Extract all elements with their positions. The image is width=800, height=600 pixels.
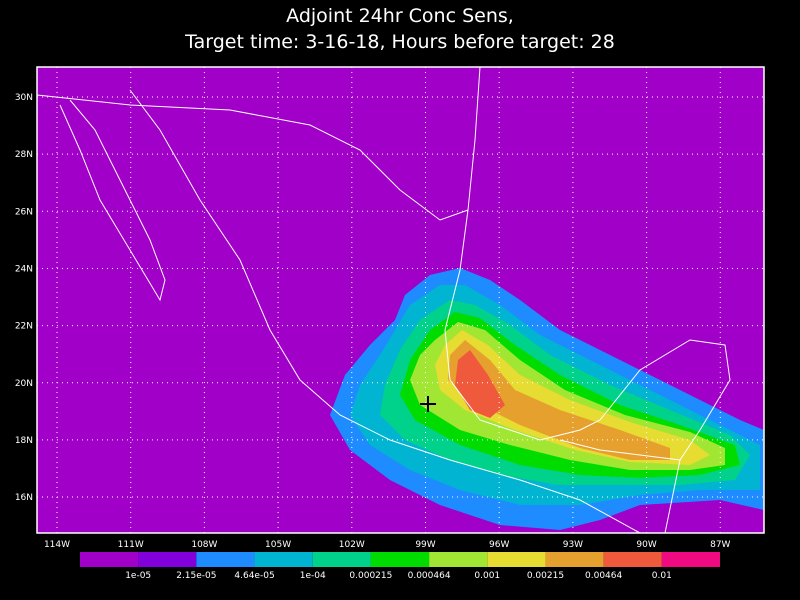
colorbar-box <box>487 552 546 567</box>
colorbar-box <box>370 552 430 567</box>
colorbar-box <box>254 552 313 567</box>
colorbar-box <box>138 552 197 567</box>
colorbar-label: 4.64e-05 <box>234 571 274 581</box>
lon-tick-label: 99W <box>415 540 435 550</box>
lon-tick-label: 87W <box>710 540 730 550</box>
title-line: Adjoint 24hr Conc Sens, <box>286 5 514 27</box>
colorbar-label: 0.01 <box>652 571 672 581</box>
lat-tick-label: 16N <box>15 493 33 503</box>
map-frame <box>36 66 765 534</box>
colorbar-box <box>661 552 720 567</box>
lat-tick-label: 22N <box>15 322 33 332</box>
map-area <box>37 67 764 533</box>
lon-tick-label: 96W <box>489 540 509 550</box>
colorbar-label: 2.15e-05 <box>176 571 216 581</box>
lat-tick-label: 24N <box>15 264 33 274</box>
colorbar-label: 1e-05 <box>125 571 151 581</box>
colorbar-box <box>603 552 662 567</box>
border <box>559 439 681 461</box>
colorbar-box <box>429 552 488 567</box>
lat-tick-label: 26N <box>15 207 33 217</box>
lon-tick-label: 108W <box>191 540 217 550</box>
colorbar-box <box>196 552 255 567</box>
coastline <box>59 99 166 302</box>
target-marker <box>420 396 436 412</box>
lon-tick-label: 111W <box>118 540 144 550</box>
lon-tick-label: 90W <box>636 540 656 550</box>
contour <box>448 340 670 460</box>
colorbar-label: 0.00464 <box>585 571 622 581</box>
colorbar-box <box>80 552 139 567</box>
colorbar-box <box>312 552 371 567</box>
contour <box>455 350 505 418</box>
lon-tick-label: 114W <box>44 540 70 550</box>
lat-tick-label: 20N <box>15 379 33 389</box>
title-line: Target time: 3-16-18, Hours before targe… <box>184 31 615 53</box>
lat-tick-label: 30N <box>15 93 33 103</box>
lon-tick-label: 102W <box>339 540 365 550</box>
contour <box>435 330 710 465</box>
border <box>37 94 469 221</box>
colorbar-label: 1e-04 <box>300 571 326 581</box>
coastline <box>444 67 731 533</box>
colorbar-box <box>545 552 604 567</box>
coastline <box>129 89 641 533</box>
colorbar-label: 0.000464 <box>408 571 451 581</box>
colorbar-label: 0.001 <box>474 571 500 581</box>
colorbar-label: 0.00215 <box>527 571 564 581</box>
lon-tick-label: 105W <box>265 540 291 550</box>
lat-tick-label: 18N <box>15 436 33 446</box>
colorbar-label: 0.000215 <box>349 571 392 581</box>
lat-tick-label: 28N <box>15 150 33 160</box>
lon-tick-label: 93W <box>563 540 583 550</box>
